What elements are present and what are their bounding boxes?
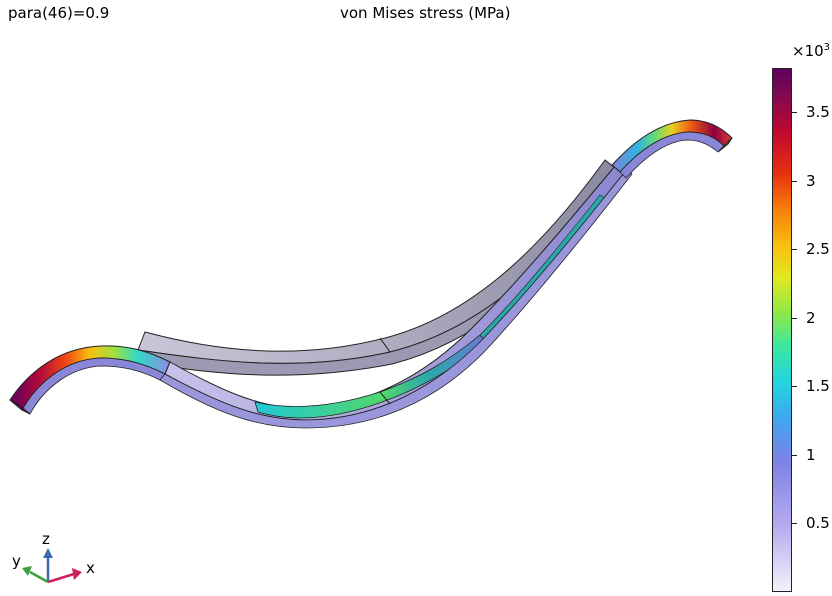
tick-mark bbox=[792, 455, 797, 456]
tick-mark bbox=[792, 112, 797, 113]
tick-mark bbox=[792, 249, 797, 250]
x-axis-label: x bbox=[86, 559, 95, 577]
parameter-label: para(46)=0.9 bbox=[8, 4, 110, 22]
colorbar-multiplier-exponent: 3 bbox=[823, 42, 831, 53]
z-axis-label: z bbox=[42, 530, 50, 548]
color-legend-bar bbox=[772, 68, 792, 592]
colorbar-tick-label: 2 bbox=[806, 309, 816, 327]
colorbar-tick-label: 3 bbox=[806, 172, 816, 190]
tick-mark bbox=[792, 318, 797, 319]
tick-mark bbox=[792, 523, 797, 524]
axis-triad bbox=[22, 548, 82, 584]
colorbar-tick-label: 1.5 bbox=[806, 377, 830, 395]
colorbar-tick-label: 3.5 bbox=[806, 103, 830, 121]
tick-mark bbox=[792, 386, 797, 387]
colorbar-multiplier-base: ×10 bbox=[792, 42, 824, 60]
colorbar-tick-label: 1 bbox=[806, 446, 816, 464]
colorbar-tick-label: 2.5 bbox=[806, 240, 830, 258]
plot-title: von Mises stress (MPa) bbox=[340, 4, 511, 22]
tick-mark bbox=[792, 181, 797, 182]
colorbar-tick-label: 0.5 bbox=[806, 514, 830, 532]
y-axis-label: y bbox=[12, 552, 21, 570]
deformed-beam bbox=[9, 119, 733, 429]
colorbar-multiplier: ×103 bbox=[792, 42, 830, 60]
